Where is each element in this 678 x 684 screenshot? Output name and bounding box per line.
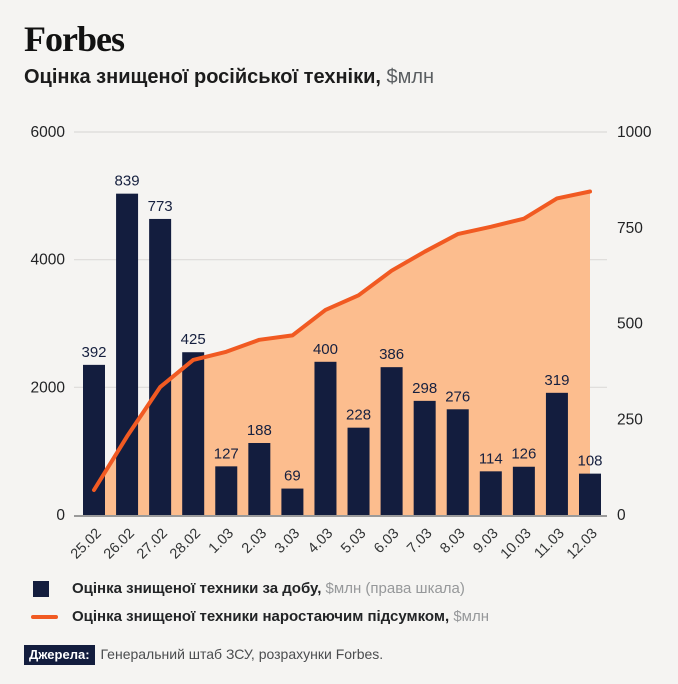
bar-value-label: 228 <box>346 407 371 424</box>
legend-swatch-box <box>31 580 72 597</box>
x-axis-tick-label: 25.02 <box>68 526 105 563</box>
x-axis-tick-label: 26.02 <box>101 526 138 563</box>
legend-item-daily: Оцінка знищеної техники за добу, $млн (п… <box>31 578 489 599</box>
bar-value-label: 69 <box>284 468 301 485</box>
bar <box>446 409 469 515</box>
legend-label: Оцінка знищеної техники наростаючим підс… <box>72 608 489 625</box>
x-axis-tick-label: 4.03 <box>305 526 336 557</box>
x-axis-tick-label: 2.03 <box>239 526 270 557</box>
forbes-logo: Forbes <box>24 19 125 59</box>
legend-label-bold: Оцінка знищеної техники наростаючим підс… <box>72 608 450 625</box>
bar <box>314 361 337 515</box>
bar-value-label: 298 <box>412 380 437 397</box>
bar-value-label: 400 <box>313 341 338 358</box>
x-axis-tick-label: 9.03 <box>470 526 501 557</box>
x-axis-tick-label: 27.02 <box>134 526 171 563</box>
chart-title-text: Оцінка знищеної російської техніки, <box>24 66 381 88</box>
bar <box>149 218 172 515</box>
bar <box>281 488 304 515</box>
cumulative-line <box>92 189 592 492</box>
bar <box>248 442 271 515</box>
bar-value-label: 386 <box>379 346 404 363</box>
legend-item-cumulative: Оцінка знищеної техники наростаючим підс… <box>31 606 489 627</box>
x-axis-tick-label: 1.03 <box>206 526 237 557</box>
right-axis-tick-label: 250 <box>617 411 643 428</box>
line-series-swatch-icon <box>31 614 58 619</box>
chart-title-unit: $млн <box>386 66 435 88</box>
chart-title: Оцінка знищеної російської техніки, $млн <box>24 66 434 89</box>
bar <box>380 367 403 515</box>
x-axis-tick-label: 10.03 <box>498 526 535 563</box>
x-axis-tick-label: 12.03 <box>564 526 601 563</box>
bar <box>182 352 205 515</box>
bar-line-chart: 392 839 773 425 127 188 69 400 228 386 298 276 114 12… <box>31 124 652 563</box>
right-axis-tick-label: 500 <box>617 316 643 333</box>
x-axis-tick-label: 28.02 <box>167 526 204 563</box>
bar-value-label: 188 <box>247 422 272 439</box>
bar-value-label: 127 <box>214 445 239 462</box>
legend-swatch-box <box>31 614 72 619</box>
bar-value-label: 425 <box>181 331 206 348</box>
source-badge: Джерела: <box>24 645 95 665</box>
right-axis-tick-label: 1000 <box>617 124 652 141</box>
x-axis-tick-label: 6.03 <box>371 526 402 557</box>
bar <box>215 466 238 515</box>
bar <box>512 466 535 515</box>
x-axis-tick-label: 5.03 <box>338 526 369 557</box>
bar <box>347 427 370 515</box>
x-axis-tick-label: 11.03 <box>532 526 568 562</box>
bar <box>479 471 502 515</box>
right-axis-tick-label: 0 <box>617 507 626 524</box>
legend-label: Оцінка знищеної техники за добу, $млн (п… <box>72 580 465 597</box>
bar-series-swatch-icon <box>33 580 49 597</box>
x-axis-tick-label: 8.03 <box>437 526 468 557</box>
source-text: Генеральний штаб ЗСУ, розрахунки Forbes. <box>100 646 384 662</box>
bar-value-label: 276 <box>445 388 470 405</box>
bar-value-label: 839 <box>115 173 140 190</box>
bar-value-label: 392 <box>81 344 106 361</box>
bar-value-label: 126 <box>511 446 536 463</box>
bar <box>579 473 601 515</box>
bar-value-label: 108 <box>577 453 602 470</box>
left-axis-tick-label: 4000 <box>31 252 66 269</box>
bar <box>413 400 436 515</box>
left-axis-tick-label: 0 <box>56 507 65 524</box>
chart-area: 392 839 773 425 127 188 69 400 228 386 298 276 114 12… <box>0 110 678 576</box>
bar-value-label: 114 <box>479 450 503 467</box>
left-axis-tick-label: 2000 <box>31 379 66 396</box>
bar <box>545 392 568 515</box>
bar <box>116 193 139 515</box>
left-axis-tick-label: 6000 <box>31 124 66 141</box>
legend-label-suffix: $млн <box>449 608 490 625</box>
x-axis-tick-label: 7.03 <box>404 526 435 557</box>
bar-value-label: 773 <box>148 198 173 215</box>
right-axis-tick-label: 750 <box>617 220 643 237</box>
legend-label-bold: Оцінка знищеної техники за добу, <box>72 580 322 597</box>
source-line: Джерела: Генеральний штаб ЗСУ, розрахунки… <box>24 645 384 665</box>
bar <box>83 364 105 515</box>
legend-label-suffix: $млн (права шкала) <box>321 580 465 597</box>
bar-value-label: 319 <box>544 372 569 389</box>
x-axis-tick-label: 3.03 <box>272 526 303 557</box>
legend: Оцінка знищеної техники за добу, $млн (п… <box>31 578 489 627</box>
